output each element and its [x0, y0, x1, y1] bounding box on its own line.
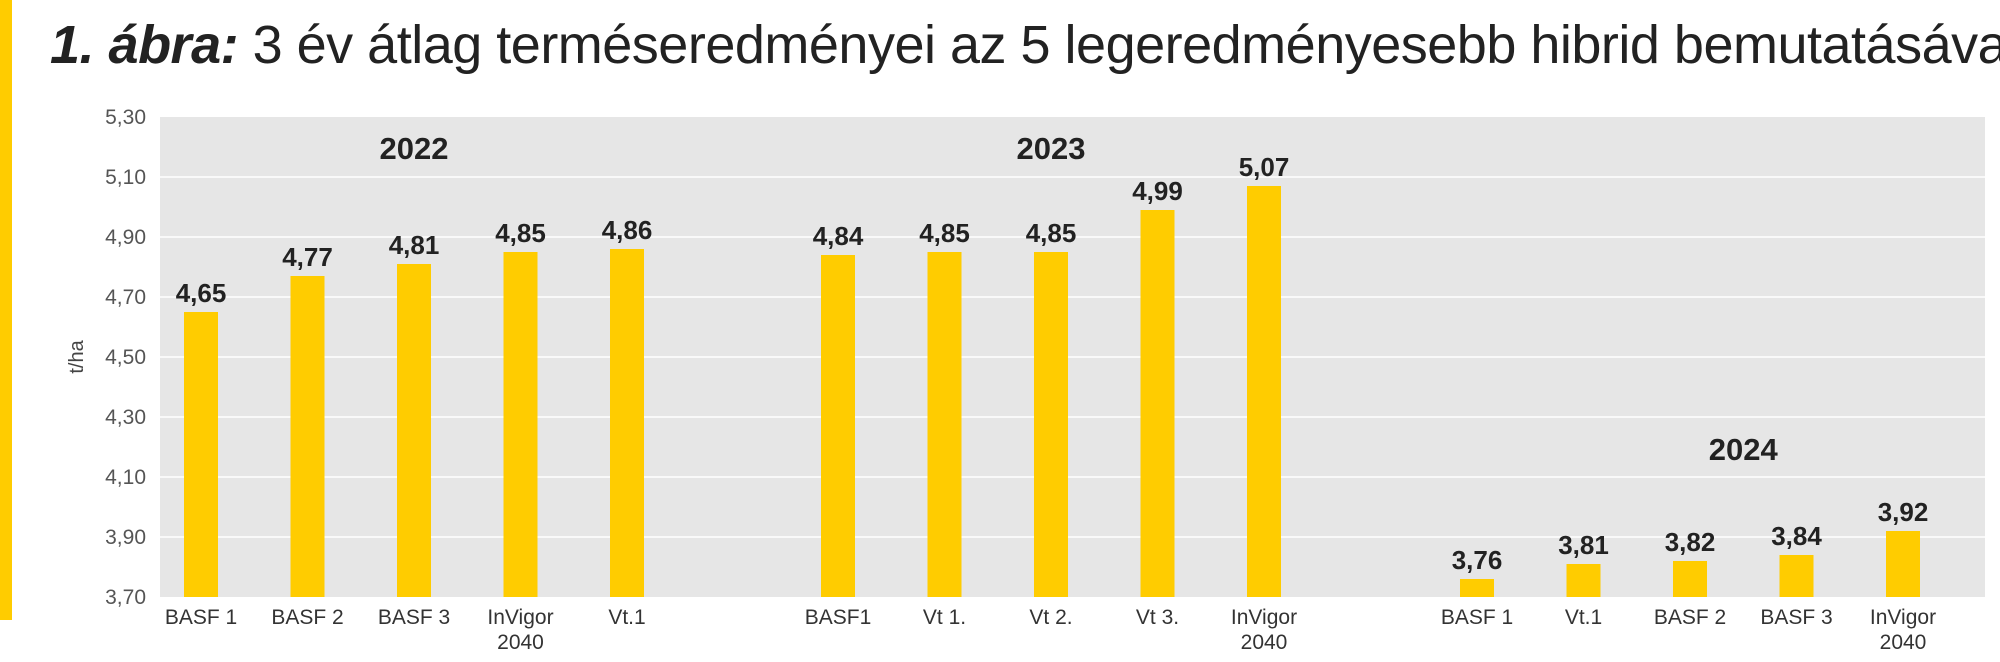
data-label: 4,77 [282, 242, 333, 272]
bar [290, 276, 325, 597]
y-axis-label: t/ha [66, 339, 88, 373]
year-label-2024: 2024 [1709, 432, 1779, 467]
x-tick-label: InVigor [1870, 606, 1936, 629]
x-tick-label: BASF 3 [1760, 606, 1832, 629]
x-tick-label: 2040 [497, 631, 544, 654]
bar [503, 252, 538, 597]
x-tick-label: BASF 2 [1654, 606, 1726, 629]
x-tick-label: InVigor [487, 606, 553, 629]
figure-caption: 3 év átlag terméseredményei az 5 legered… [252, 15, 2000, 75]
data-label: 5,07 [1239, 152, 1290, 182]
bar [1779, 555, 1814, 597]
bar [1034, 252, 1068, 597]
data-label: 4,81 [389, 230, 440, 260]
x-tick-label: BASF 3 [378, 606, 450, 629]
x-tick-label: 2040 [1880, 631, 1927, 654]
data-label: 4,65 [176, 278, 227, 308]
x-tick-label: BASF 2 [271, 606, 343, 629]
year-label-2023: 2023 [1017, 131, 1086, 166]
bar [184, 312, 218, 597]
x-tick-label: Vt.1 [1565, 606, 1602, 629]
data-label: 4,99 [1132, 176, 1183, 206]
bar [821, 255, 855, 597]
y-tick-label: 4,30 [105, 406, 146, 429]
bar [1460, 579, 1494, 597]
bar [927, 252, 962, 597]
data-label: 3,76 [1452, 545, 1503, 575]
data-label: 4,84 [813, 221, 864, 251]
data-label: 3,81 [1558, 530, 1609, 560]
y-tick-label: 5,30 [105, 106, 146, 129]
figure-number: 1. ábra: [50, 15, 239, 75]
x-tick-label: Vt.1 [608, 606, 645, 629]
bar [1566, 564, 1601, 597]
y-tick-label: 5,10 [105, 166, 146, 189]
data-label: 3,82 [1665, 527, 1716, 557]
y-tick-label: 4,90 [105, 226, 146, 249]
x-tick-label: Vt 2. [1029, 606, 1072, 629]
bar [397, 264, 431, 597]
x-tick-label: 2040 [1241, 631, 1288, 654]
accent-bar [0, 0, 12, 620]
data-label: 4,85 [1026, 218, 1077, 248]
x-tick-label: Vt 3. [1136, 606, 1179, 629]
bar [1673, 561, 1707, 597]
x-tick-label: BASF 1 [1441, 606, 1513, 629]
bar [1886, 531, 1920, 597]
x-tick-label: InVigor [1231, 606, 1297, 629]
y-tick-label: 4,10 [105, 466, 146, 489]
y-tick-label: 3,70 [105, 586, 146, 609]
x-tick-label: BASF 1 [165, 606, 237, 629]
data-label: 4,85 [495, 218, 546, 248]
data-label: 4,86 [602, 215, 653, 245]
bar [1247, 186, 1281, 597]
bar [610, 249, 644, 597]
figure-title: 1. ábra: 3 év átlag terméseredményei az … [50, 14, 2000, 76]
bar [1140, 210, 1175, 597]
x-tick-label: BASF1 [805, 606, 872, 629]
y-tick-label: 3,90 [105, 526, 146, 549]
y-tick-label: 4,50 [105, 346, 146, 369]
x-tick-label: Vt 1. [923, 606, 966, 629]
year-label-2022: 2022 [380, 131, 449, 166]
data-label: 3,84 [1771, 521, 1822, 551]
y-tick-label: 4,70 [105, 286, 146, 309]
data-label: 3,92 [1878, 497, 1929, 527]
data-label: 4,85 [919, 218, 970, 248]
